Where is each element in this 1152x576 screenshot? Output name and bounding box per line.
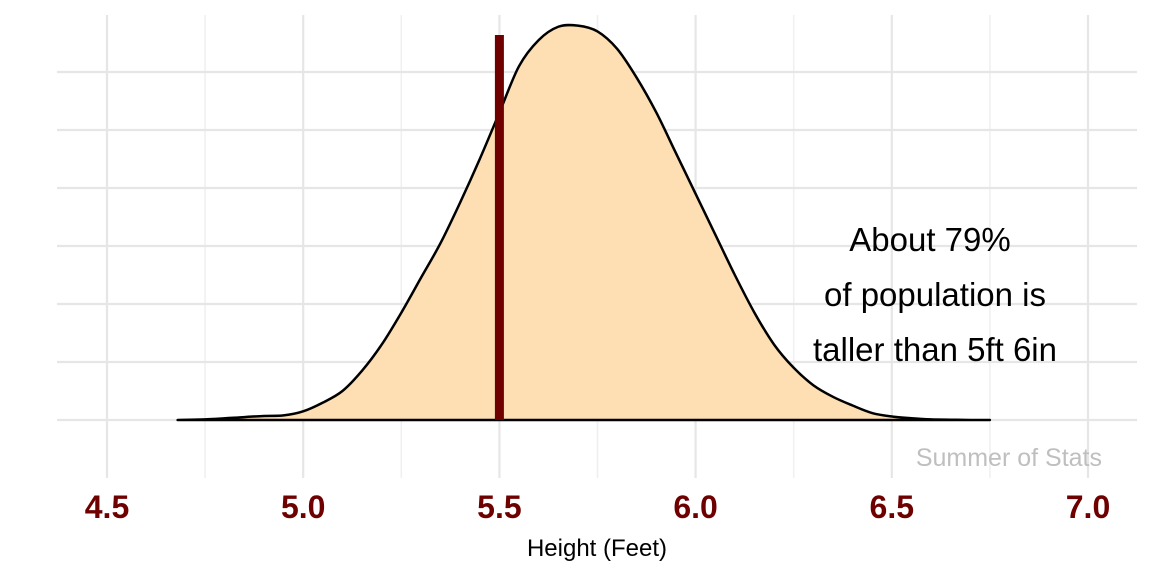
reference-line-layer — [494, 35, 504, 420]
density-layer — [176, 23, 992, 422]
x-tick-label: 5.5 — [477, 489, 521, 525]
x-tick-label: 5.0 — [281, 489, 325, 525]
x-tick-label: 6.5 — [870, 489, 914, 525]
density-area — [176, 23, 992, 422]
x-tick-label: 6.0 — [673, 489, 717, 525]
annotation: About 79% of population is taller than 5… — [813, 221, 1057, 368]
x-tick-label: 4.5 — [85, 489, 129, 525]
x-axis-title: Height (Feet) — [527, 535, 667, 562]
annotation-line-3: taller than 5ft 6in — [813, 331, 1057, 368]
x-axis-tick-labels: 4.5 5.0 5.5 6.0 6.5 7.0 — [85, 489, 1110, 525]
annotation-line-1: About 79% — [849, 221, 1010, 258]
reference-line-5-5 — [494, 35, 504, 420]
caption-watermark: Summer of Stats — [916, 444, 1102, 472]
annotation-line-2: of population is — [824, 276, 1046, 313]
x-tick-label: 7.0 — [1066, 489, 1110, 525]
